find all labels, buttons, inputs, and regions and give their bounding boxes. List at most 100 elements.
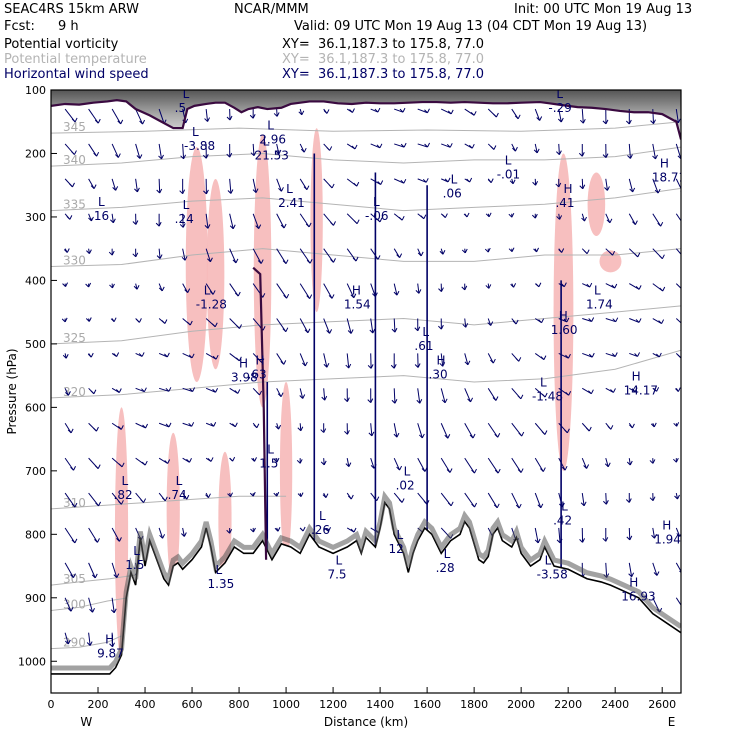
- legend-pv-name: Potential vorticity: [4, 37, 119, 52]
- wind-vector: [511, 457, 522, 473]
- extremum-value: 1.60: [551, 323, 578, 337]
- extremum-kind: H: [662, 518, 671, 532]
- wind-vector: [675, 178, 681, 190]
- wind-vector: [299, 388, 304, 399]
- wind-vector-head: [484, 247, 491, 253]
- wind-vector-head: [510, 283, 517, 288]
- wind-vector-head: [518, 431, 525, 437]
- wind-vector: [393, 457, 401, 471]
- wind-vector-head: [391, 327, 398, 333]
- x-tick-label: 800: [229, 698, 250, 711]
- wind-vector-head: [424, 142, 431, 148]
- extremum-kind: L: [422, 325, 429, 339]
- wind-vector: [276, 283, 288, 299]
- wind-vector-head: [85, 282, 92, 288]
- wind-vector: [628, 458, 631, 466]
- wind-vector-head: [653, 571, 660, 576]
- wind-vector: [299, 423, 302, 431]
- wind-vector-head: [112, 186, 119, 191]
- wind-vector-head: [417, 251, 424, 257]
- wind-vector-head: [351, 144, 358, 150]
- y-axis-label: Pressure (hPa): [5, 348, 19, 434]
- extremum-value: .26: [311, 523, 330, 537]
- wind-vector-head: [653, 387, 660, 392]
- wind-vector: [628, 143, 631, 159]
- wind-vector-head: [659, 286, 666, 292]
- isentrope-345: [51, 121, 681, 134]
- wind-vector-head: [110, 317, 117, 323]
- wind-vector-head: [326, 329, 333, 334]
- wind-vector: [605, 213, 611, 224]
- extremum-value: .30: [429, 367, 448, 381]
- fcst-label: Fcst:: [4, 19, 35, 34]
- isentrope-290: [51, 635, 122, 650]
- wind-vector-head: [442, 213, 448, 218]
- wind-vector-head: [134, 187, 140, 193]
- wind-vector-head: [463, 212, 470, 218]
- wind-vector-head: [116, 537, 122, 542]
- extremum-value: .24: [175, 212, 194, 226]
- wind-vector: [441, 143, 451, 148]
- extremum-value: 2.96: [259, 133, 286, 147]
- wind-vector: [111, 597, 115, 613]
- wind-vector-head: [439, 362, 446, 367]
- wind-vector-head: [345, 462, 352, 467]
- wind-vector-head: [537, 503, 544, 509]
- wind-vector-head: [90, 389, 97, 395]
- wind-vector: [158, 387, 170, 392]
- y-tick-label: 200: [25, 147, 46, 160]
- wind-vector-head: [674, 494, 680, 500]
- extremum-kind: L: [183, 198, 190, 212]
- wind-vector-head: [602, 537, 609, 542]
- low-pv-band: [166, 432, 180, 586]
- wind-vector-head: [579, 538, 586, 543]
- low-pv-band: [599, 250, 622, 273]
- wind-vector: [417, 388, 421, 404]
- wind-vector-head: [625, 498, 632, 503]
- x-tick-label: 2400: [601, 698, 629, 711]
- wind-vector: [675, 248, 681, 255]
- wind-vector-head: [229, 456, 236, 462]
- wind-vector-head: [396, 465, 403, 471]
- extremum-kind: L: [267, 442, 274, 456]
- wind-vector-head: [536, 116, 543, 121]
- wind-vector-head: [677, 354, 681, 359]
- wind-vector-head: [251, 457, 257, 462]
- wind-vector: [299, 318, 309, 334]
- wind-vector-head: [156, 188, 163, 194]
- wind-vector-head: [297, 426, 304, 432]
- wind-vector-head: [67, 607, 74, 612]
- wind-vector-head: [249, 491, 256, 497]
- wind-vector-head: [471, 468, 477, 474]
- wind-vector-head: [607, 425, 614, 430]
- extremum-kind: L: [183, 87, 190, 101]
- wind-vector-head: [627, 154, 633, 159]
- wind-vector-head: [534, 538, 541, 544]
- extremum-value: .82: [114, 488, 133, 502]
- wind-vector: [64, 632, 69, 645]
- wind-vector-head: [181, 532, 187, 537]
- wind-vector: [276, 178, 282, 192]
- wind-vector: [111, 178, 117, 191]
- wind-vector: [652, 213, 662, 227]
- wind-vector: [370, 143, 381, 149]
- wind-vector: [534, 108, 541, 121]
- wind-vector: [88, 562, 96, 579]
- wind-vector-head: [179, 189, 186, 195]
- wind-vector: [417, 143, 428, 148]
- wind-vector-head: [369, 328, 376, 334]
- wind-vector-head: [539, 467, 546, 472]
- wind-vector: [582, 318, 592, 322]
- wind-vector-head: [418, 433, 425, 439]
- wind-vector-head: [422, 178, 429, 183]
- wind-vector-head: [517, 468, 524, 473]
- extremum-kind: L: [397, 528, 404, 542]
- x-tick-label: 600: [182, 698, 203, 711]
- wind-vector: [182, 352, 193, 359]
- wind-vector-head: [227, 492, 233, 498]
- extremum-kind: L: [594, 284, 601, 298]
- wind-vector-head: [301, 361, 308, 367]
- wind-vector: [393, 283, 398, 296]
- wind-vector-head: [531, 213, 538, 219]
- wind-vector-head: [508, 247, 515, 253]
